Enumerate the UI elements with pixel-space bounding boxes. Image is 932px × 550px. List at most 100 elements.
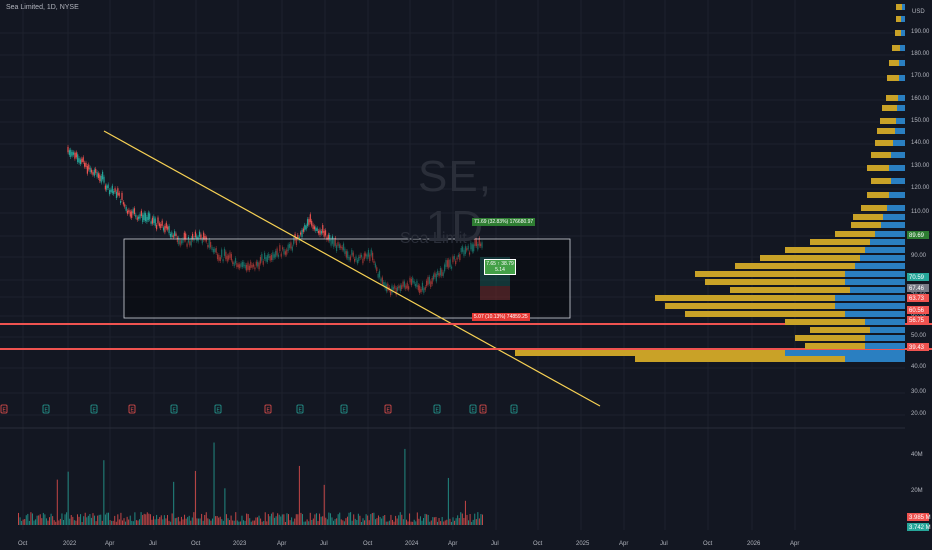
y-tick-label: 120.00 bbox=[911, 185, 930, 191]
volume-bar bbox=[135, 520, 137, 525]
volume-badge-label: 3.985 M bbox=[909, 515, 931, 521]
volume-bar bbox=[354, 518, 356, 525]
volume-bar bbox=[134, 512, 136, 525]
vp-bar-blue bbox=[865, 335, 905, 341]
stop-label: 5.07 (10.13%) 74859.25 bbox=[472, 313, 530, 321]
volume-bar bbox=[78, 516, 80, 525]
price-badge bbox=[907, 294, 929, 302]
candle-body bbox=[168, 225, 170, 234]
event-marker-label: E bbox=[3, 408, 7, 414]
candle-body bbox=[331, 236, 334, 244]
target-label: 71.69 (32.83%) 176680.97 bbox=[472, 218, 536, 226]
volume-bar bbox=[430, 520, 432, 525]
volume-bar bbox=[373, 512, 375, 525]
volume-bar bbox=[429, 521, 431, 525]
volume-bar bbox=[463, 517, 465, 525]
volume-bar bbox=[364, 520, 366, 525]
candle-body bbox=[259, 256, 262, 264]
volume-bar bbox=[280, 516, 282, 525]
volume-badge bbox=[907, 523, 929, 531]
volume-bar bbox=[264, 512, 266, 525]
candle-body bbox=[218, 255, 220, 261]
event-marker-label: E bbox=[45, 408, 49, 414]
volume-bar bbox=[267, 514, 269, 525]
volume-bar bbox=[131, 520, 133, 525]
price-badge-label: 39.43 bbox=[909, 345, 925, 351]
vp-bar-gold bbox=[880, 118, 896, 124]
candle-body bbox=[408, 286, 410, 290]
volume-bar bbox=[371, 512, 373, 525]
candle-body bbox=[268, 253, 270, 259]
volume-bar bbox=[53, 520, 55, 525]
event-marker bbox=[433, 404, 441, 414]
volume-bar bbox=[468, 520, 470, 525]
candle-body bbox=[190, 237, 192, 246]
volume-bar bbox=[142, 515, 144, 525]
volume-tick-label: 40M bbox=[911, 452, 923, 458]
volume-bar bbox=[118, 519, 120, 525]
candle-body bbox=[198, 231, 201, 237]
volume-bar bbox=[441, 516, 443, 525]
volume-bar bbox=[95, 521, 97, 525]
candle-body bbox=[251, 264, 253, 268]
volume-bar bbox=[288, 514, 290, 525]
candle-body bbox=[318, 230, 320, 234]
vp-bar-blue bbox=[893, 140, 905, 146]
candle-body bbox=[323, 230, 325, 237]
volume-bar bbox=[247, 514, 249, 525]
candle-body bbox=[126, 210, 129, 214]
volume-bar bbox=[301, 514, 303, 525]
vp-bar-gold bbox=[882, 105, 897, 111]
candle-body bbox=[229, 252, 231, 258]
event-marker bbox=[510, 404, 518, 414]
volume-bar bbox=[139, 519, 141, 525]
volume-bar bbox=[423, 518, 425, 525]
volume-bar bbox=[76, 514, 78, 525]
volume-bar bbox=[121, 520, 123, 525]
volume-bar bbox=[151, 519, 153, 525]
candle-body bbox=[138, 216, 140, 219]
volume-bar bbox=[370, 514, 372, 525]
event-marker-label: E bbox=[436, 408, 440, 414]
volume-bar bbox=[270, 513, 272, 525]
y-tick-label: 40.00 bbox=[911, 364, 927, 370]
candle-body bbox=[175, 233, 177, 237]
volume-bar bbox=[191, 517, 193, 525]
vp-bar-gold bbox=[867, 192, 889, 198]
candle-body bbox=[239, 264, 241, 269]
volume-bar bbox=[359, 515, 361, 525]
candle-body bbox=[412, 277, 414, 283]
candle-body bbox=[342, 243, 345, 251]
volume-bar bbox=[360, 521, 362, 525]
candle-body bbox=[480, 243, 482, 247]
vp-bar-blue bbox=[845, 279, 905, 285]
volume-bar bbox=[449, 518, 451, 525]
candle-body bbox=[90, 169, 93, 173]
volume-bar bbox=[387, 521, 389, 525]
volume-bar bbox=[227, 518, 229, 525]
volume-bar bbox=[149, 514, 151, 525]
volume-bar bbox=[56, 479, 58, 525]
volume-bar bbox=[185, 518, 187, 525]
volume-bar bbox=[272, 512, 274, 525]
event-marker-label: E bbox=[343, 408, 347, 414]
candle-body bbox=[369, 254, 371, 261]
candle-body bbox=[161, 220, 163, 226]
grid bbox=[0, 0, 905, 530]
x-tick-label: Jul bbox=[660, 541, 668, 547]
ratio-label: 7.65 ↑ 38.79 5.14 bbox=[484, 259, 516, 275]
volume-bar bbox=[154, 519, 156, 525]
volume-bar bbox=[204, 514, 206, 525]
candle-body bbox=[284, 251, 286, 255]
volume-badge-label: 3.742 M bbox=[909, 525, 931, 531]
volume-bar bbox=[466, 514, 468, 525]
watermark-ticker: SE, 1D bbox=[418, 152, 492, 251]
volume-bar bbox=[137, 520, 139, 525]
vp-bar-blue bbox=[887, 205, 905, 211]
candle-body bbox=[460, 248, 462, 253]
symbol-header: Sea Limited, 1D, NYSE bbox=[6, 4, 79, 11]
candle-body bbox=[169, 233, 172, 237]
candle-body bbox=[441, 269, 443, 277]
volume-profile bbox=[515, 4, 905, 362]
volume-bar bbox=[444, 520, 446, 525]
